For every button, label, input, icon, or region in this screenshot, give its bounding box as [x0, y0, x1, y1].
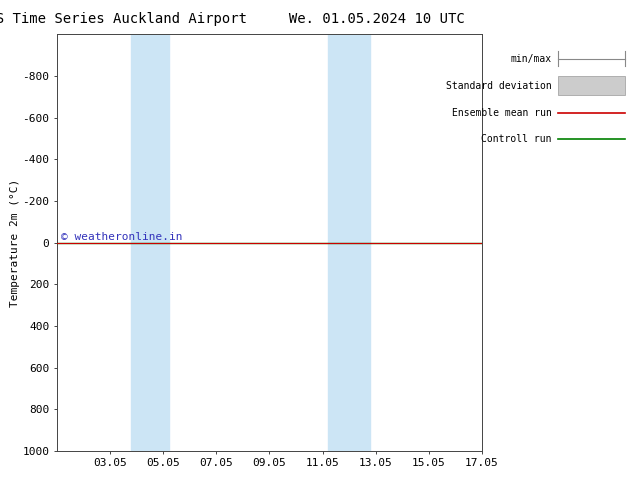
Text: min/max: min/max: [511, 53, 552, 64]
Text: Controll run: Controll run: [481, 134, 552, 145]
Text: ENS Time Series Auckland Airport     We. 01.05.2024 10 UTC: ENS Time Series Auckland Airport We. 01.…: [0, 12, 465, 26]
Bar: [328, 34, 370, 451]
Text: Ensemble mean run: Ensemble mean run: [452, 107, 552, 118]
Y-axis label: Temperature 2m (°C): Temperature 2m (°C): [10, 178, 20, 307]
Bar: [558, 76, 624, 95]
Text: © weatheronline.in: © weatheronline.in: [61, 232, 183, 242]
Text: Standard deviation: Standard deviation: [446, 80, 552, 91]
Bar: [131, 34, 169, 451]
